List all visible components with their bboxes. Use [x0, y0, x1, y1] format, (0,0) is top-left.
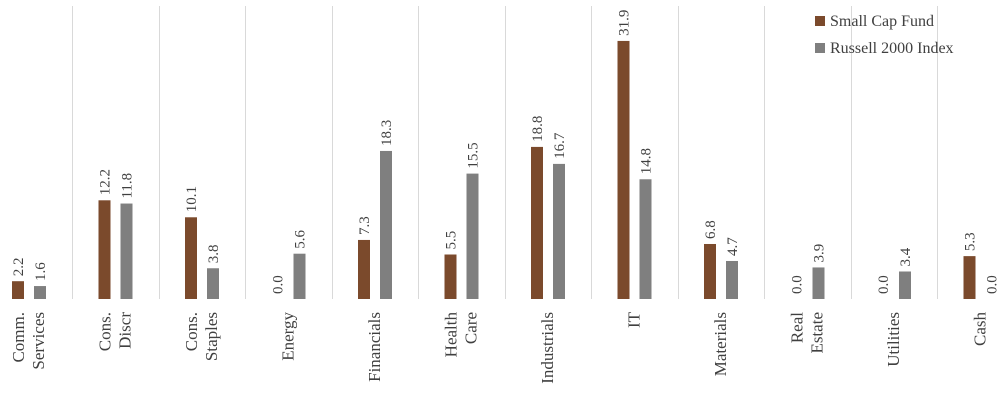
- bar-small-cap-fund: [531, 146, 543, 299]
- bar-russell-2000-index: [726, 260, 738, 299]
- category-label: Real: [788, 312, 807, 343]
- category-label: Services: [29, 312, 48, 370]
- value-label: 16.7: [552, 132, 568, 159]
- bar-small-cap-fund: [963, 256, 976, 299]
- bar-russell-2000-index: [899, 271, 911, 299]
- bar-russell-2000-index: [380, 150, 392, 299]
- value-label: 18.8: [530, 116, 546, 142]
- value-label: 4.7: [725, 237, 741, 256]
- bar-small-cap-fund: [358, 239, 370, 299]
- category-separators: [72, 6, 938, 299]
- bar-russell-2000-index: [812, 267, 825, 299]
- bar-small-cap-fund: [704, 243, 716, 299]
- bar-small-cap-fund: [617, 40, 630, 299]
- value-label: 6.8: [703, 220, 719, 239]
- category-label: Comm.: [9, 312, 28, 363]
- value-label: 0.0: [790, 275, 806, 294]
- category-labels: Comm. Services Cons. Discr Cons. Staples Energ…: [9, 311, 990, 383]
- value-label: 10.1: [184, 186, 200, 212]
- value-label: 12.2: [98, 169, 114, 195]
- bar-russell-2000-index: [466, 173, 479, 299]
- bar-russell-2000-index: [120, 203, 133, 299]
- legend-swatch: [815, 43, 825, 53]
- value-label: 31.9: [617, 10, 633, 36]
- value-label: 3.9: [812, 244, 828, 263]
- value-label: 14.8: [639, 148, 655, 174]
- category-label: Cons.: [182, 312, 201, 351]
- category-label: Staples: [202, 312, 221, 361]
- value-label: 0.0: [271, 275, 287, 294]
- value-label: 0.0: [876, 275, 892, 294]
- value-label: 5.6: [293, 229, 309, 248]
- bar-russell-2000-index: [207, 268, 219, 299]
- value-label: 15.5: [466, 142, 482, 168]
- bar-russell-2000-index: [34, 286, 46, 299]
- category-label: Discr: [116, 312, 135, 349]
- category-label: Cons.: [96, 312, 115, 351]
- legend: Small Cap Fund Russell 2000 Index: [815, 13, 954, 57]
- bar-small-cap-fund: [12, 281, 24, 299]
- bar-russell-2000-index: [639, 179, 652, 299]
- category-label: Health: [442, 312, 461, 358]
- bar-small-cap-fund: [185, 217, 197, 299]
- category-label: Energy: [279, 312, 298, 361]
- category-label: Financials: [365, 312, 384, 382]
- value-label: 5.3: [963, 232, 979, 251]
- bar-russell-2000-index: [553, 163, 565, 299]
- category-label: Estate: [808, 312, 827, 354]
- category-label: Care: [462, 312, 481, 344]
- category-label: IT: [625, 311, 644, 328]
- value-label: 2.2: [11, 257, 27, 276]
- legend-label: Small Cap Fund: [830, 13, 934, 30]
- bar-small-cap-fund: [98, 200, 111, 299]
- category-label: Utilities: [884, 312, 903, 367]
- value-label: 5.5: [444, 231, 460, 250]
- category-label: Industrials: [538, 312, 557, 384]
- value-label: 7.3: [357, 216, 373, 235]
- legend-label: Russell 2000 Index: [830, 40, 954, 57]
- value-label: 18.3: [379, 120, 395, 146]
- value-labels: 2.2 1.6 12.2 11.8 10.1 3.8 0.0 5.6 7.3 18.3 5.5 15.…: [11, 10, 1001, 294]
- bar-russell-2000-index: [293, 253, 306, 299]
- legend-swatch: [815, 16, 825, 26]
- value-label: 3.8: [206, 245, 222, 264]
- value-label: 11.8: [120, 173, 136, 199]
- category-label: Materials: [711, 312, 730, 376]
- bar-small-cap-fund: [444, 254, 457, 299]
- value-label: 0.0: [985, 275, 1001, 294]
- value-label: 3.4: [898, 247, 914, 266]
- bars: [12, 40, 976, 299]
- value-label: 1.6: [33, 262, 49, 281]
- category-label: Cash: [971, 312, 990, 347]
